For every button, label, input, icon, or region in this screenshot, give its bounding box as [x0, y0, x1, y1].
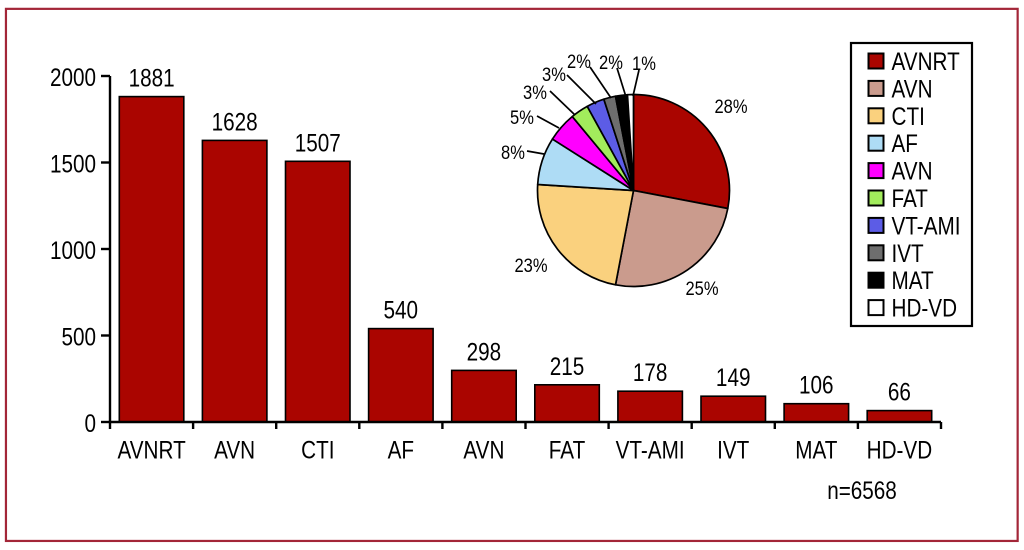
svg-text:IVT: IVT: [717, 436, 749, 464]
svg-text:0: 0: [84, 409, 96, 437]
svg-text:IVT: IVT: [892, 239, 924, 267]
svg-text:1628: 1628: [212, 108, 258, 136]
svg-text:CTI: CTI: [892, 102, 925, 130]
svg-text:FAT: FAT: [892, 184, 928, 212]
svg-text:3%: 3%: [523, 81, 547, 104]
svg-text:HD-VD: HD-VD: [867, 436, 933, 464]
svg-text:2%: 2%: [567, 50, 591, 73]
svg-text:2000: 2000: [50, 63, 96, 91]
svg-text:28%: 28%: [714, 95, 747, 118]
svg-text:1507: 1507: [295, 129, 341, 157]
svg-text:n=6568: n=6568: [827, 476, 897, 504]
svg-text:CTI: CTI: [301, 436, 334, 464]
svg-text:AVN: AVN: [463, 436, 504, 464]
svg-text:23%: 23%: [514, 254, 547, 277]
svg-text:149: 149: [716, 363, 751, 391]
svg-text:2%: 2%: [599, 51, 623, 74]
svg-text:AF: AF: [388, 436, 414, 464]
svg-text:MAT: MAT: [795, 436, 837, 464]
svg-text:AVNRT: AVNRT: [117, 436, 185, 464]
svg-text:AF: AF: [892, 129, 918, 157]
svg-text:1500: 1500: [50, 150, 96, 178]
svg-text:AVN: AVN: [214, 436, 255, 464]
svg-text:FAT: FAT: [549, 436, 585, 464]
svg-text:500: 500: [61, 323, 96, 351]
svg-text:AVN: AVN: [892, 75, 933, 103]
svg-text:5%: 5%: [510, 106, 534, 129]
svg-text:1%: 1%: [632, 52, 656, 75]
svg-text:HD-VD: HD-VD: [892, 294, 958, 322]
svg-text:AVNRT: AVNRT: [892, 47, 960, 75]
svg-text:215: 215: [550, 352, 585, 380]
svg-text:298: 298: [467, 338, 502, 366]
svg-text:66: 66: [888, 378, 911, 406]
svg-text:106: 106: [799, 371, 834, 399]
svg-text:8%: 8%: [501, 141, 525, 164]
svg-text:1881: 1881: [129, 64, 175, 92]
svg-text:MAT: MAT: [892, 266, 934, 294]
svg-text:AVN: AVN: [892, 157, 933, 185]
svg-text:1000: 1000: [50, 236, 96, 264]
svg-text:25%: 25%: [685, 277, 718, 300]
svg-text:540: 540: [384, 296, 419, 324]
svg-text:3%: 3%: [542, 63, 566, 86]
svg-text:178: 178: [633, 358, 668, 386]
svg-text:VT-AMI: VT-AMI: [616, 436, 685, 464]
svg-text:VT-AMI: VT-AMI: [892, 212, 961, 240]
